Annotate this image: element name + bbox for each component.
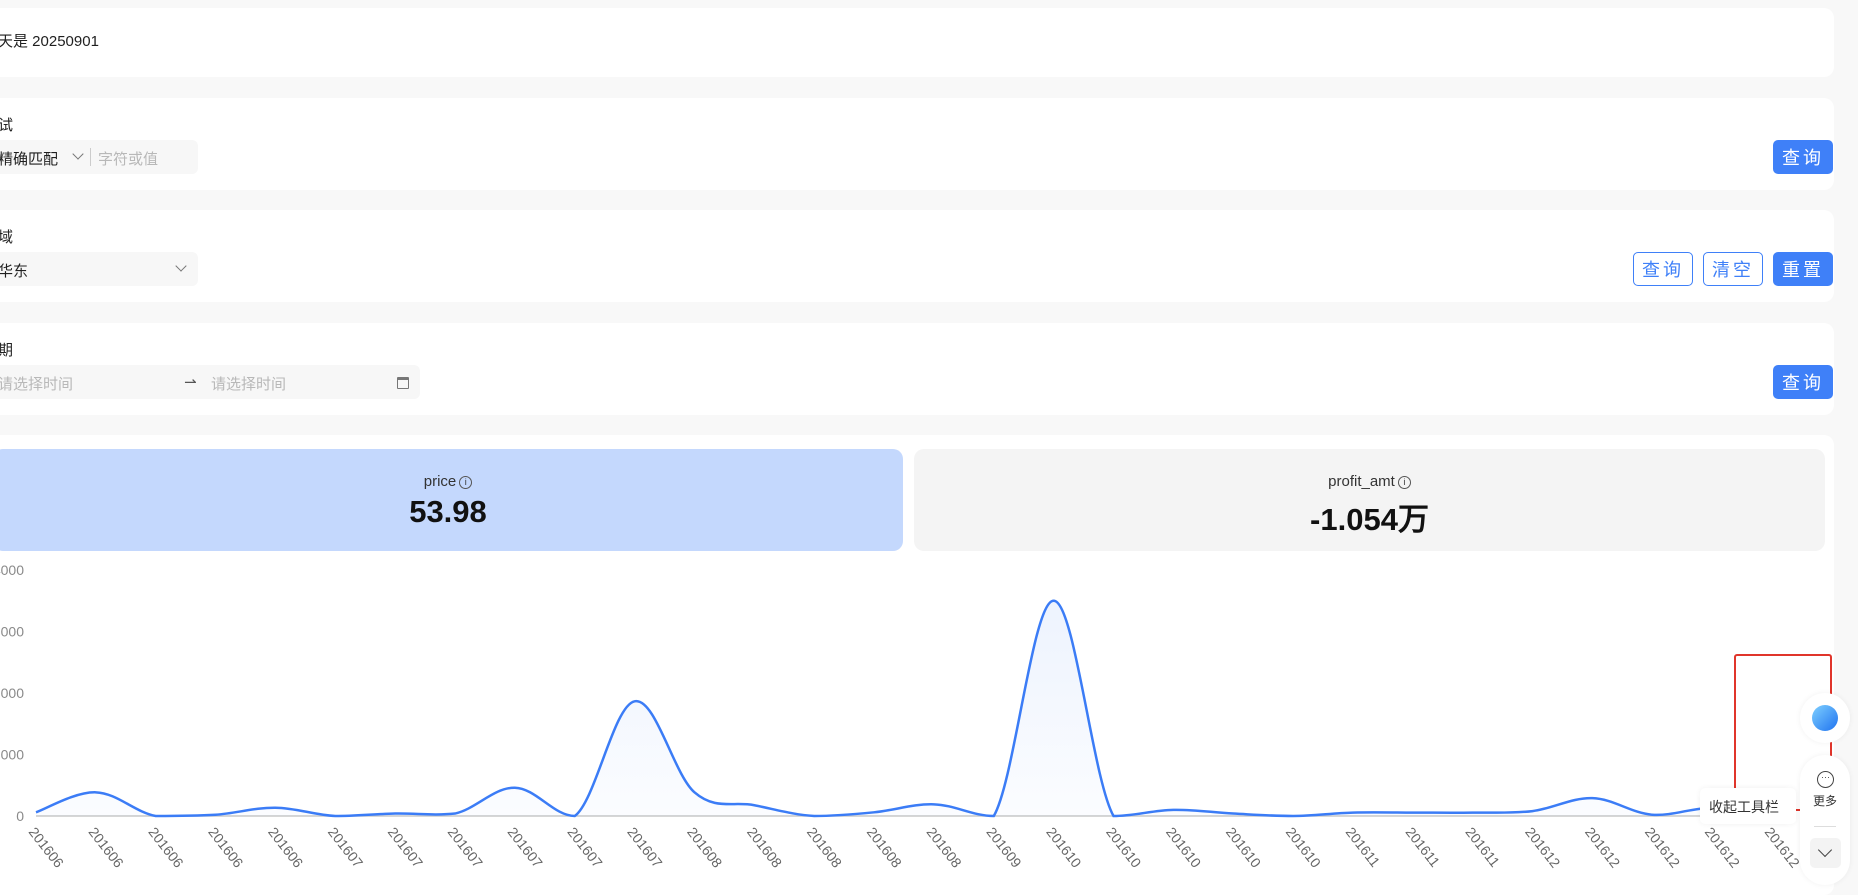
date-filter-card: 期 请选择时间 ⇀ 请选择时间 查询	[0, 323, 1834, 415]
text-filter-card: 试 精确匹配 字符或值 查询	[0, 98, 1834, 190]
info-icon[interactable]: i	[459, 476, 473, 489]
kpi-value: 53.98	[409, 494, 487, 529]
collapse-toolbar-tooltip: 收起工具栏	[1700, 788, 1796, 824]
assistant-logo-icon	[1812, 705, 1838, 731]
divider	[90, 148, 91, 166]
region-clear-button[interactable]: 清空	[1703, 252, 1763, 286]
text-query-button[interactable]: 查询	[1773, 140, 1833, 174]
value-input[interactable]: 字符或值	[98, 151, 159, 168]
more-label[interactable]: 更多	[1812, 794, 1837, 808]
divider	[1814, 826, 1836, 827]
date-query-button[interactable]: 查询	[1773, 365, 1833, 399]
toolbar-panel: ··· 更多	[1800, 755, 1850, 885]
arrow-right-icon: ⇀	[184, 374, 197, 391]
region-query-button[interactable]: 查询	[1633, 252, 1693, 286]
kpi-profit-amt[interactable]: profit_amt i -1.054万	[914, 449, 1825, 551]
region-filter-label: 域	[0, 229, 14, 246]
date-filter-label: 期	[0, 342, 14, 359]
more-icon[interactable]: ···	[1817, 771, 1834, 788]
assistant-button[interactable]	[1800, 693, 1850, 743]
end-date-input[interactable]: 请选择时间	[211, 376, 287, 393]
region-filter-card: 域 华东 查询 清空 重置	[0, 210, 1834, 302]
collapse-toolbar-button[interactable]	[1810, 838, 1841, 868]
kpi-price[interactable]: price i 53.98	[0, 449, 903, 551]
match-mode-select[interactable]: 精确匹配	[0, 151, 59, 168]
region-reset-button[interactable]: 重置	[1773, 252, 1833, 286]
text-filter-input-group: 精确匹配 字符或值	[0, 140, 198, 174]
info-icon[interactable]: i	[1397, 476, 1411, 489]
date-info-card: 天是 20250901	[0, 8, 1834, 77]
region-selected-value: 华东	[0, 263, 29, 280]
kpi-title: price	[423, 473, 457, 490]
chevron-down-icon[interactable]	[72, 148, 84, 160]
kpi-value: -1.054万	[1310, 502, 1429, 537]
calendar-icon[interactable]	[397, 377, 409, 389]
chevron-down-icon	[1817, 842, 1833, 858]
date-text: 天是 20250901	[0, 33, 99, 50]
chevron-down-icon	[175, 260, 187, 272]
start-date-input[interactable]: 请选择时间	[0, 376, 74, 393]
kpi-title: profit_amt	[1328, 473, 1395, 490]
text-filter-label: 试	[0, 117, 14, 134]
tooltip-text: 收起工具栏	[1709, 799, 1779, 815]
date-range-picker[interactable]: 请选择时间 ⇀ 请选择时间	[0, 365, 420, 399]
region-select[interactable]: 华东	[0, 252, 198, 286]
